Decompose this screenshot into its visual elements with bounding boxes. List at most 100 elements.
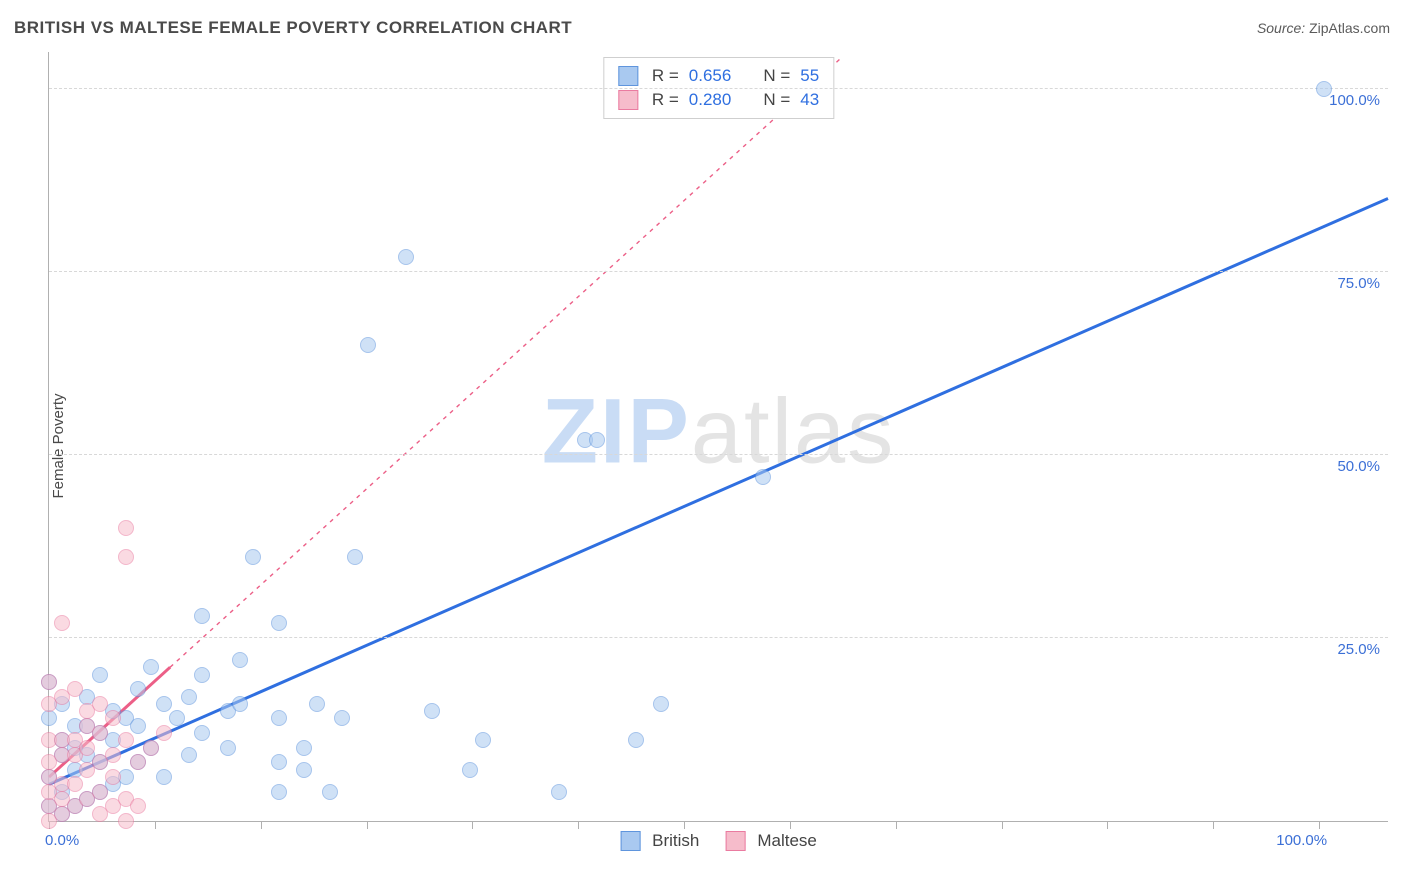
scatter-point — [143, 740, 159, 756]
scatter-point — [424, 703, 440, 719]
regression-lines — [49, 52, 1388, 821]
scatter-point — [322, 784, 338, 800]
stat-r-label: R = — [652, 90, 679, 110]
gridline — [49, 271, 1388, 272]
legend-label-british: British — [652, 831, 699, 851]
scatter-point — [232, 696, 248, 712]
y-tick-label: 75.0% — [1337, 275, 1380, 292]
scatter-point — [475, 732, 491, 748]
stat-r-label: R = — [652, 66, 679, 86]
scatter-point — [130, 718, 146, 734]
stat-r-maltese: 0.280 — [689, 90, 732, 110]
x-tick — [1213, 821, 1214, 829]
legend-swatch-british — [620, 831, 640, 851]
scatter-point — [105, 747, 121, 763]
scatter-point — [41, 674, 57, 690]
scatter-point — [130, 798, 146, 814]
scatter-point — [755, 469, 771, 485]
watermark: ZIPatlas — [542, 379, 895, 484]
x-tick — [578, 821, 579, 829]
x-tick-label: 0.0% — [45, 832, 79, 849]
scatter-point — [181, 689, 197, 705]
scatter-point — [105, 769, 121, 785]
scatter-point — [54, 615, 70, 631]
scatter-point — [130, 754, 146, 770]
stat-n-maltese: 43 — [800, 90, 819, 110]
swatch-maltese — [618, 90, 638, 110]
scatter-point — [105, 710, 121, 726]
scatter-point — [169, 710, 185, 726]
scatter-point — [271, 615, 287, 631]
legend-label-maltese: Maltese — [757, 831, 817, 851]
x-tick — [1319, 821, 1320, 829]
legend-swatch-maltese — [725, 831, 745, 851]
scatter-point — [1316, 81, 1332, 97]
y-tick-label: 50.0% — [1337, 458, 1380, 475]
scatter-point — [194, 667, 210, 683]
scatter-point — [347, 549, 363, 565]
x-tick — [472, 821, 473, 829]
scatter-point — [551, 784, 567, 800]
scatter-point — [296, 740, 312, 756]
legend-item-british: British — [620, 831, 699, 851]
scatter-point — [296, 762, 312, 778]
scatter-point — [271, 754, 287, 770]
scatter-point — [118, 549, 134, 565]
stats-row-british: R = 0.656 N = 55 — [618, 64, 819, 88]
scatter-point — [232, 652, 248, 668]
scatter-point — [334, 710, 350, 726]
scatter-point — [589, 432, 605, 448]
scatter-point — [118, 520, 134, 536]
x-tick — [155, 821, 156, 829]
gridline — [49, 88, 1388, 89]
scatter-point — [143, 659, 159, 675]
gridline — [49, 454, 1388, 455]
scatter-point — [79, 740, 95, 756]
stat-n-british: 55 — [800, 66, 819, 86]
scatter-point — [628, 732, 644, 748]
scatter-point — [462, 762, 478, 778]
plot-area: ZIPatlas R = 0.656 N = 55 R = 0.280 N = … — [48, 52, 1388, 822]
watermark-brand-b: atlas — [691, 380, 895, 482]
scatter-point — [181, 747, 197, 763]
x-tick — [367, 821, 368, 829]
scatter-point — [92, 784, 108, 800]
y-tick-label: 25.0% — [1337, 641, 1380, 658]
scatter-point — [653, 696, 669, 712]
legend-item-maltese: Maltese — [725, 831, 817, 851]
scatter-point — [156, 696, 172, 712]
scatter-point — [92, 696, 108, 712]
x-tick — [1002, 821, 1003, 829]
stats-row-maltese: R = 0.280 N = 43 — [618, 88, 819, 112]
scatter-point — [130, 681, 146, 697]
scatter-point — [156, 769, 172, 785]
watermark-brand-a: ZIP — [542, 380, 691, 482]
x-tick — [261, 821, 262, 829]
scatter-point — [245, 549, 261, 565]
scatter-point — [92, 667, 108, 683]
scatter-point — [309, 696, 325, 712]
stat-r-british: 0.656 — [689, 66, 732, 86]
swatch-british — [618, 66, 638, 86]
stat-n-label: N = — [763, 66, 790, 86]
scatter-point — [67, 776, 83, 792]
scatter-point — [118, 813, 134, 829]
gridline — [49, 637, 1388, 638]
scatter-point — [271, 784, 287, 800]
scatter-point — [398, 249, 414, 265]
scatter-point — [194, 608, 210, 624]
scatter-point — [271, 710, 287, 726]
y-tick-label: 100.0% — [1329, 92, 1380, 109]
x-tick — [1107, 821, 1108, 829]
scatter-point — [67, 681, 83, 697]
scatter-point — [118, 732, 134, 748]
scatter-point — [156, 725, 172, 741]
x-tick-label: 100.0% — [1276, 832, 1327, 849]
x-tick — [684, 821, 685, 829]
scatter-point — [220, 740, 236, 756]
stat-n-label: N = — [763, 90, 790, 110]
series-legend: British Maltese — [620, 831, 817, 851]
chart-container: ZIPatlas R = 0.656 N = 55 R = 0.280 N = … — [0, 0, 1406, 892]
scatter-point — [360, 337, 376, 353]
scatter-point — [41, 710, 57, 726]
